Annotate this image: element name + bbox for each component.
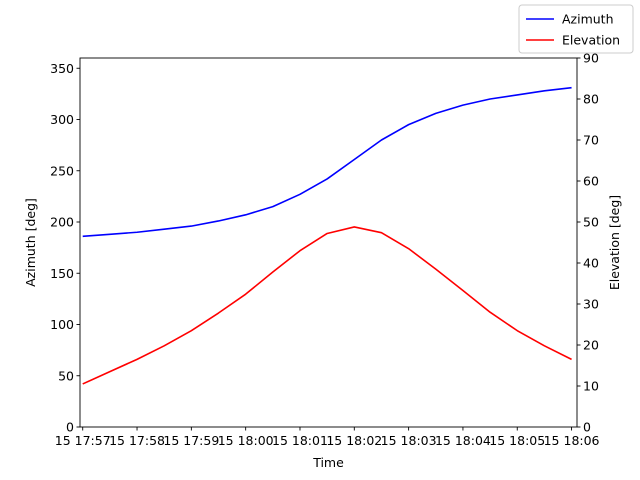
x-tick-label: 15 17:58 xyxy=(109,433,165,448)
x-tick-label: 15 18:00 xyxy=(218,433,274,448)
right-y-tick-label: 40 xyxy=(583,256,599,271)
legend: Azimuth Elevation xyxy=(518,4,634,54)
x-tick-label: 15 18:05 xyxy=(489,433,545,448)
x-tick-label: 15 18:03 xyxy=(381,433,437,448)
right-y-tick-label: 20 xyxy=(583,338,599,353)
x-tick-label: 15 17:59 xyxy=(163,433,219,448)
left-y-axis-title: Azimuth [deg] xyxy=(23,198,38,287)
axes-layer: 0 50 100 150 200 250 300 350 0 10 20 30 40 50 60 70 80 90… xyxy=(23,51,622,471)
left-y-tick-label: 100 xyxy=(50,317,74,332)
left-y-tick-label: 50 xyxy=(58,368,74,383)
right-y-tick-label: 70 xyxy=(583,133,599,148)
left-y-tick-label: 200 xyxy=(50,215,74,230)
right-y-tick-label: 0 xyxy=(583,420,591,435)
right-y-tick-label: 80 xyxy=(583,92,599,107)
right-y-tick-label: 10 xyxy=(583,379,599,394)
legend-label-azimuth: Azimuth xyxy=(562,12,614,27)
legend-label-elevation: Elevation xyxy=(562,33,620,48)
left-y-tick-label: 0 xyxy=(66,420,74,435)
left-y-tick-label: 150 xyxy=(50,266,74,281)
legend-box xyxy=(518,4,634,54)
right-y-tick-label: 90 xyxy=(583,51,599,66)
series-line-elevation xyxy=(82,226,572,385)
x-axis-title: Time xyxy=(312,455,344,470)
left-y-tick-label: 250 xyxy=(50,163,74,178)
x-tick-label: 15 18:04 xyxy=(435,433,491,448)
series-line-azimuth xyxy=(82,86,572,238)
series-layer xyxy=(82,86,572,385)
x-tick-label: 15 18:02 xyxy=(326,433,382,448)
x-tick-label: 15 18:06 xyxy=(544,433,600,448)
right-y-tick-label: 30 xyxy=(583,297,599,312)
right-y-tick-label: 60 xyxy=(583,174,599,189)
right-y-tick-label: 50 xyxy=(583,215,599,230)
right-y-axis-title: Elevation [deg] xyxy=(607,195,622,290)
x-tick-label: 15 18:01 xyxy=(272,433,328,448)
left-y-tick-label: 350 xyxy=(50,61,74,76)
x-tick-label: 15 17:57 xyxy=(55,433,111,448)
plot-frame xyxy=(79,57,578,428)
left-y-tick-label: 300 xyxy=(50,112,74,127)
